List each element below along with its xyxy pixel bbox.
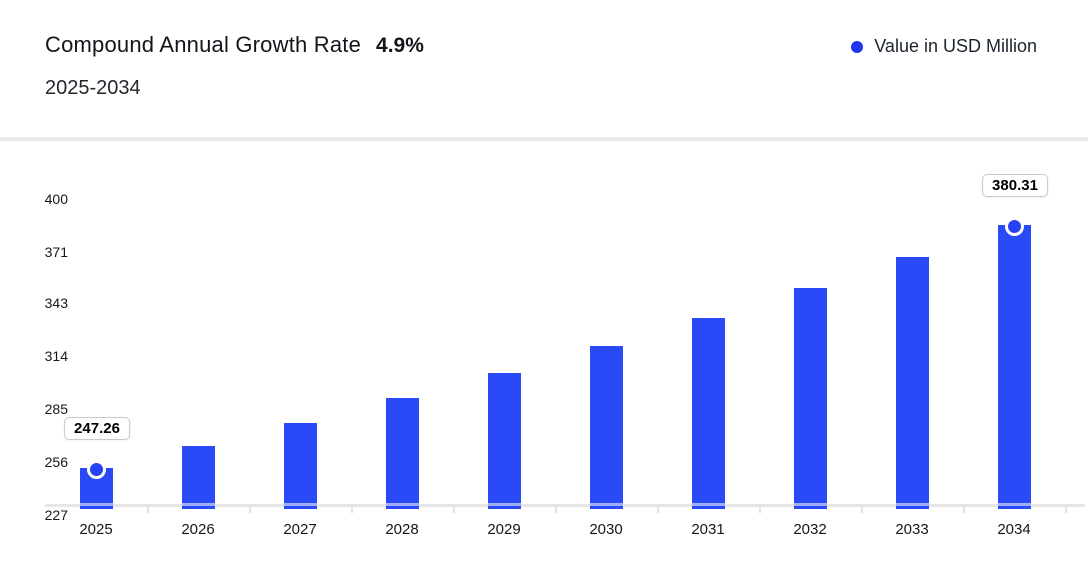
bar-2034[interactable]: [997, 225, 1031, 509]
bar-2032[interactable]: [793, 288, 827, 509]
x-axis-tick: [453, 504, 455, 513]
header-divider: [0, 137, 1088, 141]
x-axis-tick: [861, 504, 863, 513]
y-axis-label-285: 285: [44, 401, 68, 418]
x-axis-label-2034: 2034: [997, 521, 1031, 538]
x-axis-tick: [147, 504, 149, 513]
x-axis-tick: [657, 504, 659, 513]
bar-2027[interactable]: [283, 423, 317, 509]
x-axis-label-2031: 2031: [691, 521, 725, 538]
x-axis-tick: [963, 504, 965, 513]
x-axis-label-2025: 2025: [79, 521, 113, 538]
bar-2033[interactable]: [895, 257, 929, 509]
x-axis-label-2027: 2027: [283, 521, 317, 538]
x-axis-label-2028: 2028: [385, 521, 419, 538]
data-point-marker-2034: [1004, 216, 1024, 236]
x-axis-tick: [1065, 504, 1067, 513]
y-axis-label-400: 400: [44, 191, 68, 208]
legend-item-value[interactable]: Value in USD Million: [851, 36, 1037, 57]
x-axis-label-2029: 2029: [487, 521, 521, 538]
x-axis-tick: [249, 504, 251, 513]
y-axis-label-371: 371: [44, 244, 68, 261]
y-axis-label-256: 256: [44, 454, 68, 471]
page-title: Compound Annual Growth Rate 4.9%: [45, 32, 424, 58]
y-axis-label-343: 343: [44, 295, 68, 312]
bar-2028[interactable]: [385, 398, 419, 509]
x-axis-tick: [351, 504, 353, 513]
x-axis-label-2030: 2030: [589, 521, 623, 538]
x-axis-label-2033: 2033: [895, 521, 929, 538]
x-axis-tick: [555, 504, 557, 513]
y-axis-label-314: 314: [44, 348, 68, 365]
x-axis-line: [45, 504, 1085, 507]
data-point-marker-2025: [86, 459, 106, 479]
value-callout-2025: 247.26: [64, 417, 130, 440]
chart-subtitle: 2025-2034: [45, 77, 141, 99]
y-axis-label-227: 227: [44, 507, 68, 523]
value-callout-2034: 380.31: [982, 174, 1048, 197]
bar-2026[interactable]: [181, 446, 215, 509]
x-axis-label-2026: 2026: [181, 521, 215, 538]
chart-title: Compound Annual Growth Rate: [45, 32, 362, 57]
x-axis-label-2032: 2032: [793, 521, 827, 538]
bar-2030[interactable]: [589, 346, 623, 509]
cagr-value: 4.9%: [376, 34, 424, 57]
x-axis-tick: [759, 504, 761, 513]
legend-label: Value in USD Million: [874, 36, 1037, 56]
legend-dot-icon: [851, 40, 864, 53]
bar-2029[interactable]: [487, 373, 521, 509]
bar-2031[interactable]: [691, 318, 725, 509]
